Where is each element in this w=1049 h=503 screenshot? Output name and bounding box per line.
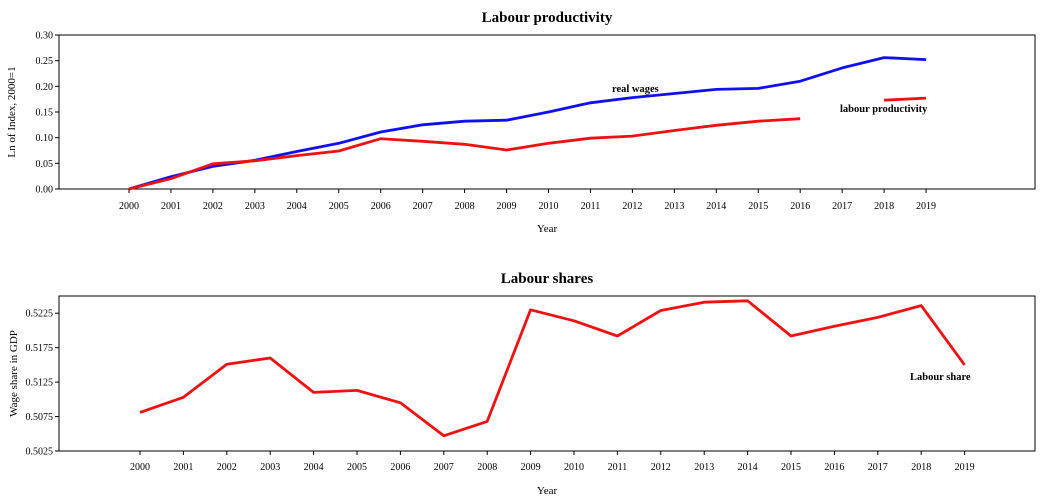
x-tick-label: 2015 xyxy=(781,462,801,473)
x-tick-label: 2017 xyxy=(832,201,852,212)
x-tick-label: 2016 xyxy=(790,201,810,212)
x-tick-label: 2010 xyxy=(539,201,559,212)
x-tick-label: 2004 xyxy=(304,462,324,473)
y-tick-label: 0.30 xyxy=(36,31,54,42)
y-tick-label: 0.5225 xyxy=(26,309,54,320)
x-tick-label: 2018 xyxy=(911,462,931,473)
chart-title: Labour productivity xyxy=(482,10,613,26)
x-axis-label: Year xyxy=(537,485,558,497)
series-label-labour-productivity: labour productivity xyxy=(840,104,928,115)
chart-panel-0: Labour productivity 0.00 0.05 0.10 0.15 0.20 0… xyxy=(6,10,1036,235)
x-axis-label: Year xyxy=(537,223,558,235)
plot-frame xyxy=(58,295,1036,452)
x-tick-label: 2014 xyxy=(738,462,758,473)
chart-title: Labour shares xyxy=(501,271,594,287)
x-tick-label: 2017 xyxy=(868,462,888,473)
x-tick-label: 2016 xyxy=(824,462,844,473)
y-tick-label: 0.5075 xyxy=(26,412,54,423)
x-tick-label: 2010 xyxy=(564,462,584,473)
y-tick-label: 0.20 xyxy=(36,82,54,93)
x-tick-label: 2001 xyxy=(161,201,181,212)
series-line-labour-share xyxy=(139,299,966,438)
x-tick-label: 2015 xyxy=(748,201,768,212)
y-tick-label: 0.00 xyxy=(36,185,54,196)
series-label-labour-share: Labour share xyxy=(910,372,971,383)
x-tick-label: 2003 xyxy=(260,462,280,473)
chart-panel-1: Labour shares 0.5025 0.5075 0.5125 0.5175 0.5… xyxy=(8,271,1036,497)
x-tick-label: 2004 xyxy=(287,201,307,212)
y-tick-label: 0.5175 xyxy=(26,343,54,354)
x-tick-label: 2012 xyxy=(651,462,671,473)
y-tick-label: 0.05 xyxy=(36,159,54,170)
x-tick-label: 2008 xyxy=(455,201,475,212)
x-tick-label: 2011 xyxy=(608,462,628,473)
x-tick-label: 2013 xyxy=(694,462,714,473)
y-tick-label: 0.5125 xyxy=(26,378,54,389)
x-tick-label: 2008 xyxy=(477,462,497,473)
x-tick-label: 2007 xyxy=(413,201,433,212)
series-line-labour-productivity xyxy=(128,96,927,191)
x-tick-label: 2019 xyxy=(916,201,936,212)
x-tick-label: 2012 xyxy=(622,201,642,212)
x-tick-label: 2002 xyxy=(203,201,223,212)
x-tick-label: 2002 xyxy=(217,462,237,473)
x-tick-label: 2011 xyxy=(581,201,601,212)
x-tick-label: 2014 xyxy=(706,201,726,212)
series-line-real-wages xyxy=(128,56,927,191)
x-tick-label: 2003 xyxy=(245,201,265,212)
y-tick-label: 0.15 xyxy=(36,108,54,119)
x-tick-label: 2000 xyxy=(119,201,139,212)
y-axis-label: Wage share in GDP xyxy=(8,330,20,417)
x-tick-label: 2006 xyxy=(371,201,391,212)
y-tick-label: 0.25 xyxy=(36,56,54,67)
x-tick-label: 2009 xyxy=(497,201,517,212)
y-axis-label: Ln of Index, 2000=1 xyxy=(6,66,18,157)
x-tick-label: 2007 xyxy=(434,462,454,473)
x-tick-label: 2005 xyxy=(329,201,349,212)
y-tick-label: 0.5025 xyxy=(26,447,54,458)
y-tick-label: 0.10 xyxy=(36,133,54,144)
x-tick-label: 2006 xyxy=(390,462,410,473)
x-tick-label: 2001 xyxy=(173,462,193,473)
x-tick-label: 2018 xyxy=(874,201,894,212)
x-tick-label: 2019 xyxy=(955,462,975,473)
x-tick-label: 2005 xyxy=(347,462,367,473)
x-tick-label: 2000 xyxy=(130,462,150,473)
x-tick-label: 2013 xyxy=(664,201,684,212)
series-label-real-wages: real wages xyxy=(612,84,659,95)
x-tick-label: 2009 xyxy=(521,462,541,473)
